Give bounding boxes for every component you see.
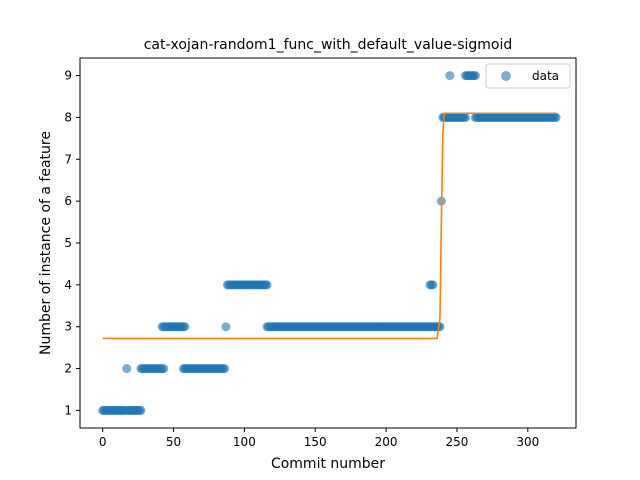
x-tick-label: 100	[233, 435, 256, 449]
data-point	[221, 322, 231, 332]
data-point	[551, 112, 561, 122]
y-tick-label: 6	[64, 194, 72, 208]
y-tick-label: 9	[64, 69, 72, 83]
data-point	[428, 280, 438, 290]
x-tick-label: 150	[304, 435, 327, 449]
x-tick-label: 300	[516, 435, 539, 449]
data-point	[180, 322, 190, 332]
fit-line	[102, 112, 557, 340]
legend-label: data	[532, 69, 559, 83]
x-axis-label: Commit number	[271, 456, 385, 472]
y-tick-label: 1	[64, 403, 72, 417]
data-point	[136, 405, 146, 415]
data-point	[220, 364, 230, 374]
data-point	[470, 71, 480, 81]
x-tick-label: 200	[375, 435, 398, 449]
y-axis: 1 2 3 4 5 6 7 8 9	[64, 69, 80, 417]
x-axis: 0 50 100 150 200 250 300	[99, 428, 539, 449]
x-tick-label: 0	[99, 435, 107, 449]
data-point	[460, 112, 470, 122]
chart-title: cat-xojan-random1_func_with_default_valu…	[144, 37, 513, 53]
legend-box	[485, 63, 571, 89]
y-tick-label: 4	[64, 278, 72, 292]
data-point	[122, 364, 132, 374]
y-tick-label: 5	[64, 236, 72, 250]
data-points	[98, 71, 561, 415]
x-tick-label: 50	[166, 435, 181, 449]
y-axis-label: Number of instance of a feature	[38, 131, 54, 355]
x-tick-label: 250	[446, 435, 469, 449]
data-point	[445, 71, 455, 81]
legend: data	[485, 63, 571, 89]
data-point	[159, 364, 169, 374]
legend-marker	[501, 71, 511, 81]
y-tick-label: 7	[64, 152, 72, 166]
fit-line-layer	[102, 112, 557, 340]
data-point	[262, 280, 272, 290]
y-tick-label: 2	[64, 362, 72, 376]
y-tick-label: 8	[64, 110, 72, 124]
y-tick-label: 3	[64, 320, 72, 334]
